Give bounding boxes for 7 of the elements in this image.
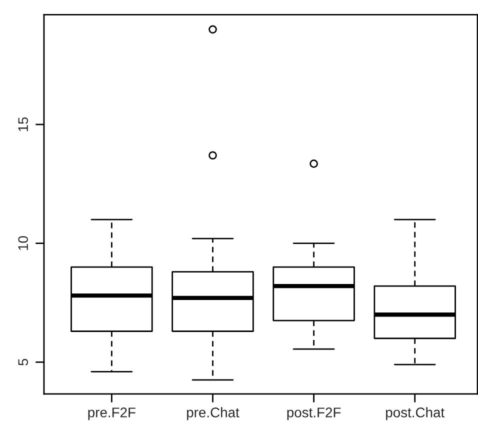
x-tick-label: pre.F2F: [88, 408, 136, 420]
x-tick-label: pre.Chat: [187, 407, 240, 420]
y-tick-label: 10: [18, 236, 28, 250]
y-tick-label: 15: [18, 117, 28, 132]
x-tick-label: post.F2F: [287, 408, 341, 420]
x-tick-label: post.Chat: [386, 407, 444, 420]
y-tick-label: 5: [18, 358, 28, 366]
